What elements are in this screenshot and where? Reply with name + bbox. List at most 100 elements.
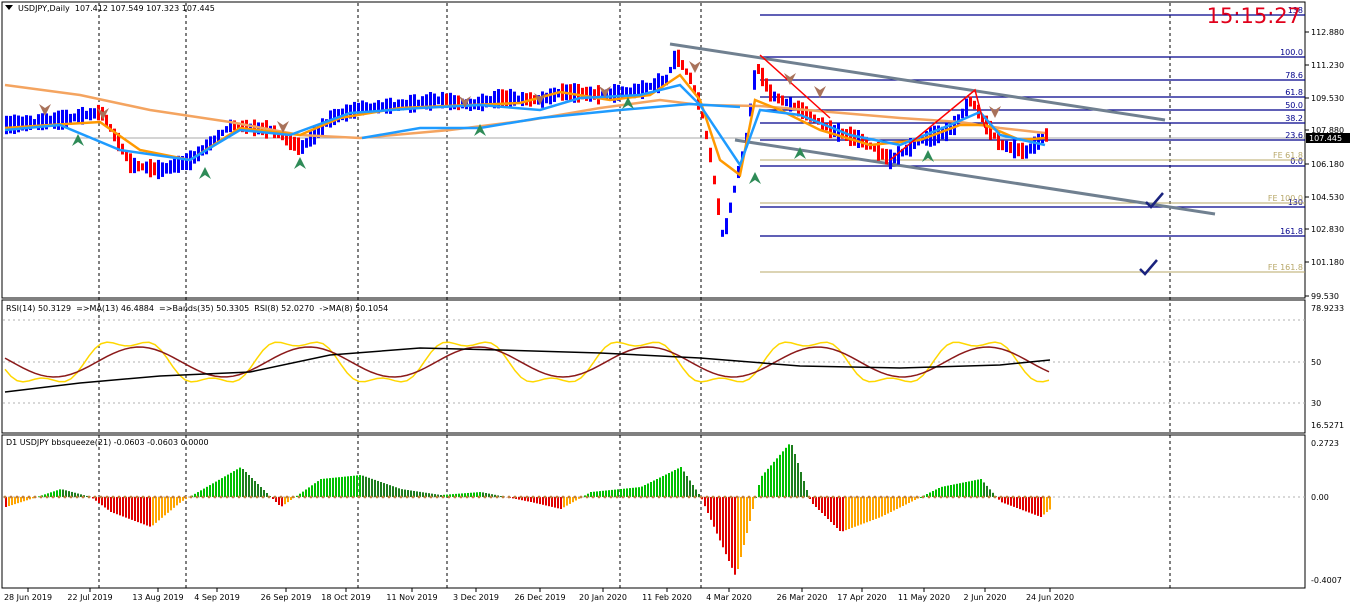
- squeeze-histogram-bar: [1022, 497, 1024, 511]
- squeeze-dot: [531, 495, 535, 499]
- squeeze-dot: [849, 495, 853, 499]
- squeeze-histogram-bar: [458, 493, 460, 497]
- squeeze-dot: [795, 495, 799, 499]
- squeeze-histogram-bar: [887, 497, 889, 514]
- squeeze-histogram-bar: [668, 473, 670, 497]
- squeeze-dot: [447, 495, 451, 499]
- price-candle: [601, 91, 604, 99]
- price-candle: [945, 122, 948, 142]
- squeeze-dot: [579, 495, 583, 499]
- squeeze-dot: [783, 495, 787, 499]
- squeeze-dot: [369, 495, 373, 499]
- price-candle: [21, 116, 24, 131]
- squeeze-dot: [561, 495, 565, 499]
- squeeze-histogram-bar: [194, 493, 196, 497]
- squeeze-histogram-bar: [791, 445, 793, 497]
- buy-arrow-icon: [72, 134, 84, 146]
- squeeze-dot: [1005, 495, 1009, 499]
- squeeze-dot: [345, 495, 349, 499]
- squeeze-histogram-bar: [893, 497, 895, 511]
- squeeze-histogram-bar: [932, 491, 934, 497]
- fe-level-label: FE 100.0: [1268, 194, 1303, 203]
- squeeze-dot: [237, 495, 241, 499]
- price-candle: [625, 87, 628, 97]
- squeeze-histogram-bar: [242, 469, 244, 497]
- price-candle: [413, 94, 416, 113]
- squeeze-dot: [339, 495, 343, 499]
- check-icon: [1139, 259, 1158, 276]
- price-candle: [361, 100, 364, 116]
- squeeze-dot: [975, 495, 979, 499]
- price-candle: [709, 147, 712, 163]
- squeeze-histogram-bar: [869, 497, 871, 522]
- squeeze-histogram-bar: [158, 497, 160, 521]
- squeeze-dot: [621, 495, 625, 499]
- squeeze-dot: [351, 495, 355, 499]
- squeeze-dot: [39, 495, 43, 499]
- time-label: 11 Nov 2019: [386, 593, 437, 602]
- price-candle: [521, 92, 524, 107]
- squeeze-histogram-bar: [161, 497, 163, 518]
- price-candle: [289, 132, 292, 151]
- squeeze-dot: [1029, 495, 1033, 499]
- squeeze-histogram-bar: [989, 489, 991, 497]
- squeeze-histogram-bar: [674, 470, 676, 497]
- price-candle: [301, 140, 304, 154]
- price-candle: [153, 162, 156, 176]
- price-candle: [893, 152, 896, 164]
- squeeze-dot: [153, 495, 157, 499]
- price-candle: [545, 92, 548, 104]
- squeeze-histogram-bar: [692, 485, 694, 497]
- price-candle: [377, 100, 380, 114]
- squeeze-histogram-bar: [998, 497, 1000, 500]
- price-candle: [317, 124, 320, 138]
- price-candle: [701, 111, 704, 119]
- squeeze-histogram-bar: [938, 488, 940, 497]
- squeeze-histogram-bar: [704, 497, 706, 507]
- trendline-lower: [734, 138, 1216, 216]
- squeeze-dot: [441, 495, 445, 499]
- squeeze-histogram-bar: [140, 497, 142, 524]
- squeeze-dot: [105, 495, 109, 499]
- price-candle: [585, 86, 588, 101]
- squeeze-histogram-bar: [896, 497, 898, 509]
- squeeze-dot: [219, 495, 223, 499]
- squeeze-histogram-bar: [137, 497, 139, 523]
- squeeze-dot: [741, 495, 745, 499]
- squeeze-histogram-bar: [890, 497, 892, 512]
- squeeze-dot: [117, 495, 121, 499]
- squeeze-dot: [663, 495, 667, 499]
- price-candle: [221, 129, 224, 136]
- squeeze-histogram-bar: [578, 497, 580, 499]
- squeeze-histogram-bar: [698, 494, 700, 497]
- price-candle: [293, 136, 296, 151]
- price-candle: [861, 133, 864, 148]
- squeeze-dot: [177, 495, 181, 499]
- squeeze-histogram-bar: [482, 492, 484, 497]
- squeeze-histogram-bar: [254, 481, 256, 497]
- squeeze-histogram-bar: [185, 497, 187, 500]
- squeeze-dot: [327, 495, 331, 499]
- squeeze-dot: [15, 495, 19, 499]
- clock-display: 15:15:27: [1206, 4, 1301, 28]
- squeeze-histogram-bar: [56, 490, 58, 497]
- price-candle: [685, 68, 688, 75]
- chart-menu-arrow-icon[interactable]: [5, 5, 13, 10]
- squeeze-histogram-bar: [548, 497, 550, 507]
- current-price-label: 107.445: [1309, 134, 1342, 143]
- squeeze-histogram-bar: [167, 497, 169, 513]
- squeeze-histogram-bar: [413, 490, 415, 497]
- squeeze-histogram-bar: [827, 497, 829, 519]
- price-label: 106.180: [1311, 160, 1344, 169]
- fib-level-label: 50.0: [1285, 101, 1303, 110]
- price-candle: [173, 158, 176, 173]
- squeeze-dot: [9, 495, 13, 499]
- squeeze-histogram-bar: [1043, 497, 1045, 515]
- squeeze-histogram-bar: [992, 492, 994, 497]
- price-candle: [669, 66, 672, 74]
- squeeze-histogram-bar: [701, 497, 703, 500]
- squeeze-histogram-bar: [623, 488, 625, 497]
- squeeze-dot: [315, 495, 319, 499]
- price-candle: [657, 73, 660, 94]
